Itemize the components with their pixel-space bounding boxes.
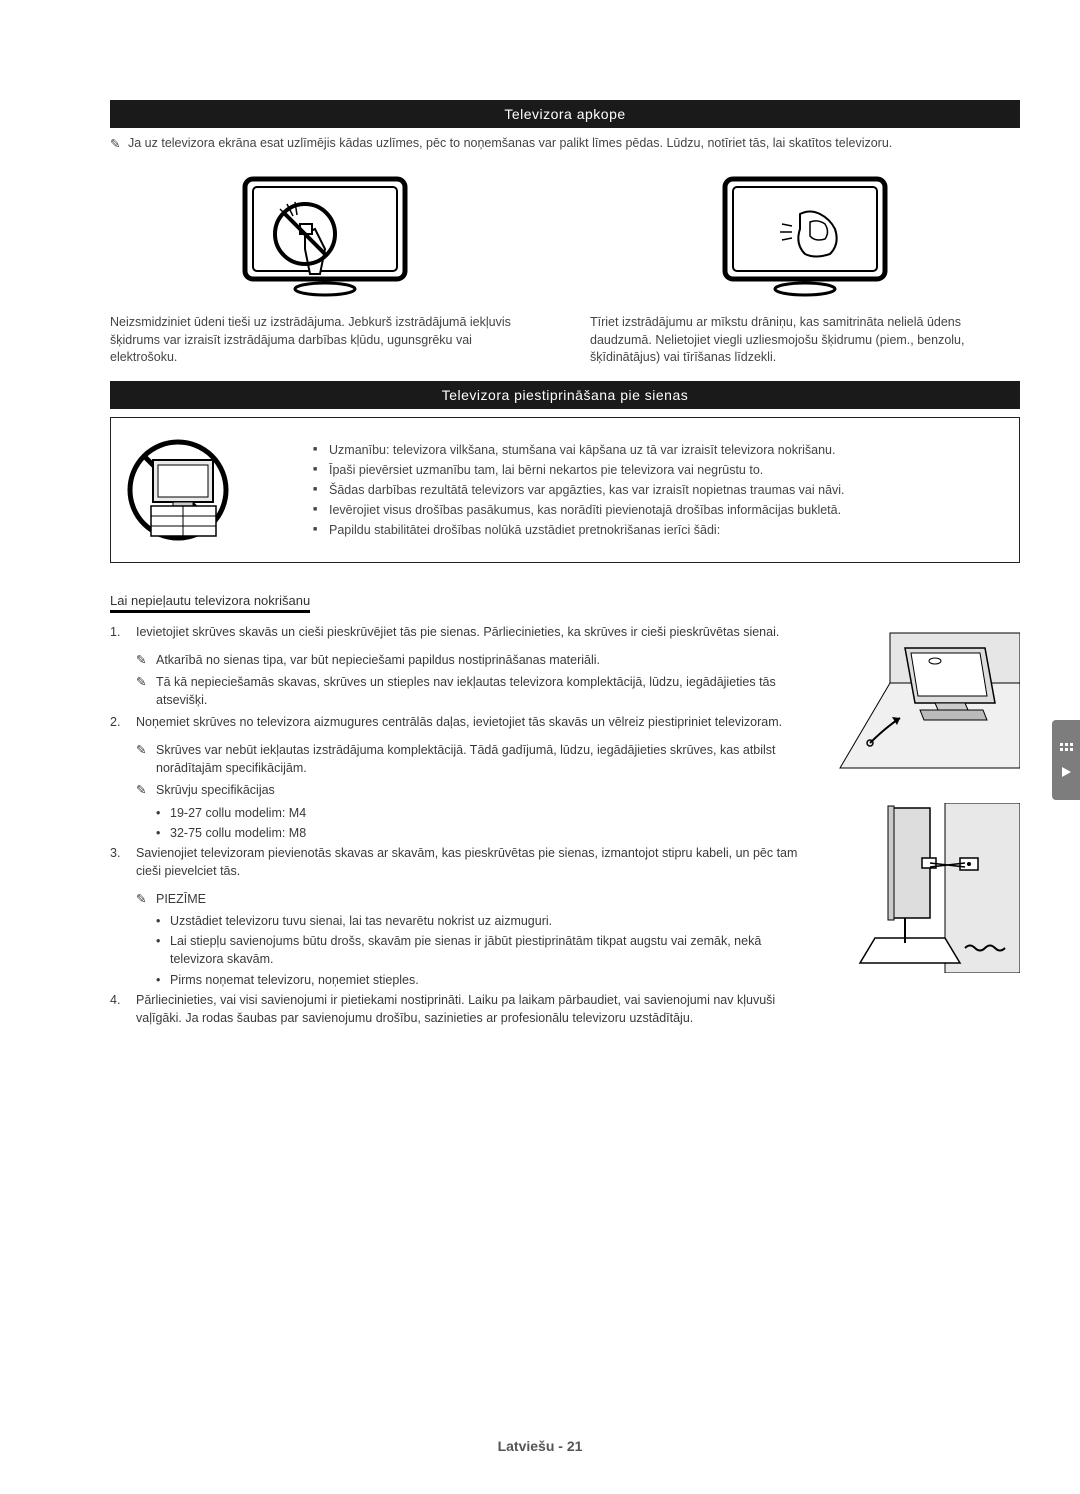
step-1-sub-1: ✎ Atkarībā no sienas tipa, var būt nepie…: [136, 651, 810, 669]
warning-illustration: [123, 430, 293, 550]
step-num: 3.: [110, 844, 120, 862]
step-3-bullet-1: Uzstādiet televizoru tuvu sienai, lai ta…: [156, 912, 810, 930]
note-marker: ✎: [136, 651, 146, 669]
step-num: 4.: [110, 991, 120, 1009]
sub-text: Atkarībā no sienas tipa, var būt nepieci…: [156, 653, 600, 667]
tab-dots-icon: [1059, 742, 1073, 756]
step-text: Ievietojiet skrūves skavās un cieši pies…: [136, 625, 779, 639]
note-marker: ✎: [136, 741, 146, 759]
step-4: 4. Pārliecinieties, vai visi savienojumi…: [110, 991, 810, 1027]
page-footer: Latviešu - 21: [0, 1438, 1080, 1454]
step-3-note-label: ✎ PIEZĪME: [136, 890, 810, 908]
tab-play-icon: [1060, 766, 1072, 778]
instructions-text: 1. Ievietojiet skrūves skavās un cieši p…: [110, 623, 810, 1037]
warning-item: Īpaši pievērsiet uzmanību tam, lai bērni…: [313, 460, 1007, 480]
warning-box: Uzmanību: televizora vilkšana, stumšana …: [110, 417, 1020, 563]
sub-text: Tā kā nepieciešamās skavas, skrūves un s…: [156, 675, 776, 707]
step-2: 2. Noņemiet skrūves no televizora aizmug…: [110, 713, 810, 731]
step-text: Noņemiet skrūves no televizora aizmugure…: [136, 715, 782, 729]
side-tab: [1052, 720, 1080, 800]
step-2-bullet-1: 19-27 collu modelim: M4: [156, 804, 810, 822]
section-header-care: Televizora apkope: [110, 100, 1020, 128]
side-illustrations: [830, 623, 1020, 1037]
step-num: 2.: [110, 713, 120, 731]
sub-text: Skrūves var nebūt iekļautas izstrādājuma…: [156, 743, 776, 775]
note-marker: ✎: [110, 136, 120, 151]
step-text: Pārliecinieties, vai visi savienojumi ir…: [136, 993, 775, 1025]
warning-item: Papildu stabilitātei drošības nolūkā uzs…: [313, 520, 1007, 540]
spray-illustration: [110, 164, 540, 304]
sub-text: Skrūvju specifikācijas: [156, 783, 275, 797]
step-1: 1. Ievietojiet skrūves skavās un cieši p…: [110, 623, 810, 641]
wipe-illustration: [590, 164, 1020, 304]
care-note: ✎ Ja uz televizora ekrāna esat uzlīmējis…: [110, 136, 1020, 150]
wall-anchor-illustration: [830, 623, 1020, 773]
step-1-sub-2: ✎ Tā kā nepieciešamās skavas, skrūves un…: [136, 673, 810, 709]
warning-item: Šādas darbības rezultātā televizors var …: [313, 480, 1007, 500]
care-right-col: Tīriet izstrādājumu ar mīkstu drāniņu, k…: [590, 164, 1020, 367]
step-3-bullet-3: Pirms noņemat televizoru, noņemiet stiep…: [156, 971, 810, 989]
step-3-bullet-2: Lai stiepļu savienojums būtu drošs, skav…: [156, 932, 810, 968]
instructions-area: 1. Ievietojiet skrūves skavās un cieši p…: [110, 623, 1020, 1037]
care-note-text: Ja uz televizora ekrāna esat uzlīmējis k…: [128, 136, 892, 150]
wire-illustration: [830, 803, 1020, 973]
step-3: 3. Savienojiet televizoram pievienotās s…: [110, 844, 810, 880]
warning-item: Ievērojiet visus drošības pasākumus, kas…: [313, 500, 1007, 520]
step-text: Savienojiet televizoram pievienotās skav…: [136, 846, 797, 878]
note-marker: ✎: [136, 890, 146, 908]
note-marker: ✎: [136, 781, 146, 799]
step-2-sub-2: ✎ Skrūvju specifikācijas: [136, 781, 810, 799]
note-marker: ✎: [136, 673, 146, 691]
care-columns: Neizsmidziniet ūdeni tieši uz izstrādāju…: [110, 164, 1020, 367]
warning-list: Uzmanību: televizora vilkšana, stumšana …: [313, 440, 1007, 540]
warning-item: Uzmanību: televizora vilkšana, stumšana …: [313, 440, 1007, 460]
sub-label: PIEZĪME: [156, 892, 206, 906]
care-left-col: Neizsmidziniet ūdeni tieši uz izstrādāju…: [110, 164, 540, 367]
section-header-wall: Televizora piestiprināšana pie sienas: [110, 381, 1020, 409]
prevent-fall-heading: Lai nepieļautu televizora nokrišanu: [110, 593, 310, 613]
wipe-caption: Tīriet izstrādājumu ar mīkstu drāniņu, k…: [590, 314, 1020, 367]
step-2-bullet-2: 32-75 collu modelim: M8: [156, 824, 810, 842]
step-2-sub-1: ✎ Skrūves var nebūt iekļautas izstrādāju…: [136, 741, 810, 777]
step-num: 1.: [110, 623, 120, 641]
spray-caption: Neizsmidziniet ūdeni tieši uz izstrādāju…: [110, 314, 540, 367]
